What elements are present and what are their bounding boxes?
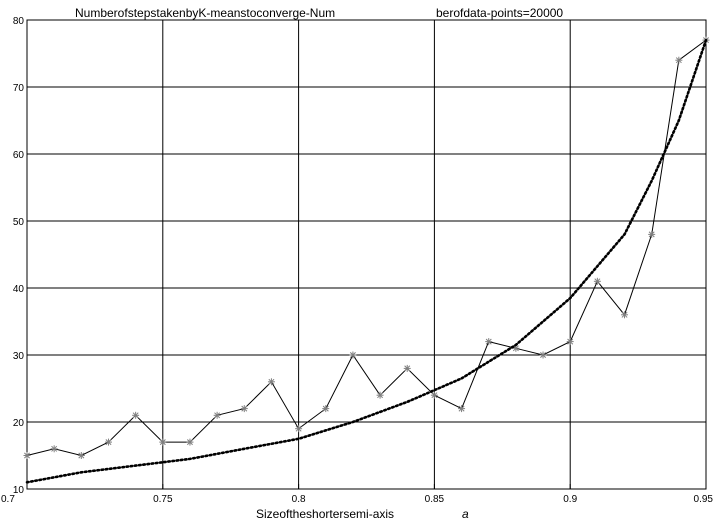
series-0-star-marker xyxy=(621,311,629,319)
series-0-star-marker xyxy=(485,338,493,346)
series-0-line xyxy=(26,39,707,457)
x-axis-symbol: a xyxy=(462,507,469,521)
y-tick-label: 30 xyxy=(13,351,25,362)
series-0-star-marker xyxy=(23,452,31,459)
plot-frame xyxy=(26,19,707,490)
series-0-star-marker xyxy=(430,391,438,399)
series-0-star-marker xyxy=(240,405,248,413)
series-0-star-marker xyxy=(132,411,140,419)
series-0-star-marker xyxy=(50,445,58,453)
series-0-star-marker xyxy=(566,338,574,346)
x-axis-label: Sizeoftheshortersemi-axis xyxy=(256,507,394,521)
series-0-star-marker xyxy=(267,378,275,386)
series-1-dotted-line xyxy=(25,38,708,484)
y-tick-label: 10 xyxy=(13,485,25,496)
x-tick-label: 0.75 xyxy=(153,494,173,505)
x-tick-label: 0.85 xyxy=(425,494,445,505)
series xyxy=(23,36,710,484)
series-0-star-marker xyxy=(403,364,411,372)
series-0-star-marker xyxy=(104,438,112,446)
x-tick-label: 0.9 xyxy=(563,494,577,505)
series-0-star-marker xyxy=(295,425,303,433)
series-0-star-marker xyxy=(593,277,601,285)
y-tick-label: 40 xyxy=(13,284,25,295)
x-tick-label: 0.7 xyxy=(1,494,15,505)
chart-title-right: berofdata-points=20000 xyxy=(436,6,563,20)
series-0-star-marker xyxy=(213,411,221,419)
chart-title-left: NumberofstepstakenbyK-meanstoconverge-Nu… xyxy=(75,6,335,20)
series-0-star-marker xyxy=(675,56,683,64)
y-tick-label: 60 xyxy=(13,150,25,161)
y-tick-label: 70 xyxy=(13,83,25,94)
ticks: 0.7 0.75 0.8 0.85 0.9 0.95 10 20 30 40 50 60 70 80 xyxy=(1,16,713,505)
x-tick-label: 0.8 xyxy=(292,494,306,505)
grid xyxy=(27,20,706,489)
series-0-star-marker xyxy=(349,351,357,359)
series-0-star-marker xyxy=(159,438,167,446)
y-tick-label: 20 xyxy=(13,418,25,429)
series-0-star-marker xyxy=(77,452,85,459)
series-0-star-marker xyxy=(458,405,466,413)
series-0-star-marker xyxy=(186,438,194,446)
x-tick-label: 0.95 xyxy=(694,494,713,505)
y-tick-label: 50 xyxy=(13,217,25,228)
series-0-star-marker xyxy=(376,391,384,399)
series-0-star-marker xyxy=(322,405,330,413)
y-tick-label: 80 xyxy=(13,16,25,27)
series-0-star-marker xyxy=(648,230,656,238)
series-0-star-marker xyxy=(539,351,547,359)
